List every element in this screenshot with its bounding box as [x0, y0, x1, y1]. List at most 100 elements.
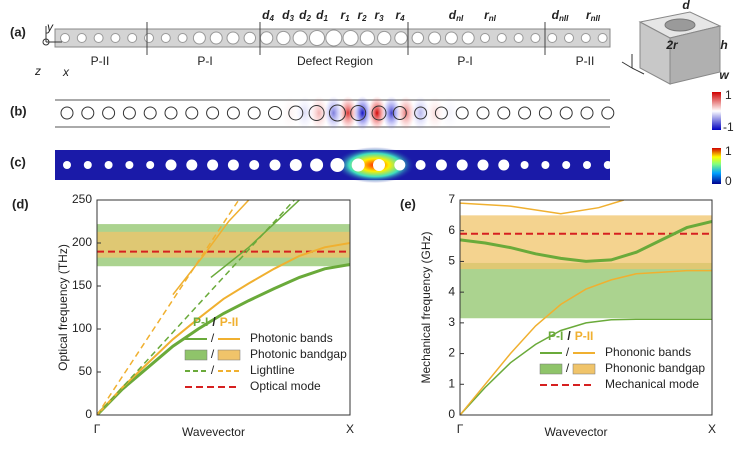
hole: [292, 30, 308, 46]
legend-label: Photonic bands: [250, 331, 333, 345]
parameter-base: d: [316, 8, 324, 22]
hole: [434, 106, 448, 120]
region-label: P-I: [457, 54, 472, 68]
hole: [288, 105, 304, 121]
cell-hole: [664, 18, 696, 32]
legend-symbol: [184, 349, 208, 361]
hole: [435, 159, 447, 171]
legend-group: P-II: [575, 329, 594, 343]
hole: [394, 159, 406, 171]
parameter-base: d: [262, 8, 270, 22]
plot-frame: [459, 199, 713, 416]
hole: [165, 159, 177, 171]
hole: [259, 31, 274, 45]
field-lobe: [353, 96, 372, 130]
y-tick-label: 150: [72, 278, 92, 292]
parameter-base: r: [374, 8, 380, 22]
band-line: [460, 269, 712, 415]
y-tick-label: 5: [448, 254, 455, 268]
colorbar-label: 1: [725, 144, 732, 158]
parameter-base: r: [340, 8, 346, 22]
bandgap: [97, 231, 350, 258]
hole: [247, 106, 261, 120]
legend-separator: /: [211, 363, 215, 377]
axis-label: y: [46, 20, 54, 34]
hole: [160, 33, 171, 43]
hole: [414, 106, 428, 120]
hole: [342, 29, 359, 47]
parameter-label: rnII: [586, 8, 601, 23]
hole: [81, 106, 95, 120]
legend-group: P-I: [548, 329, 563, 343]
hole: [110, 33, 121, 43]
panel-c: 10: [55, 144, 732, 188]
hole: [359, 30, 375, 46]
legend-separator: /: [211, 331, 215, 345]
hole: [480, 33, 490, 43]
hole: [325, 29, 343, 47]
y-tick-label: 100: [72, 321, 92, 335]
hole: [496, 33, 507, 43]
panel-label: (c): [10, 154, 26, 169]
y-tick-label: 7: [448, 192, 455, 206]
hole: [227, 159, 239, 171]
region-label: P-II: [576, 54, 595, 68]
field-lobe: [339, 96, 357, 130]
parameter-label: rnI: [484, 8, 497, 23]
colorbar: [712, 148, 721, 184]
parameter-base: r: [395, 8, 401, 22]
field-lobe: [411, 96, 430, 130]
parameter-sub: nI: [456, 14, 464, 23]
colorbar-label: 0: [725, 174, 732, 188]
band-line: [97, 200, 240, 415]
legend-label: Optical mode: [250, 379, 321, 393]
hole: [580, 33, 591, 43]
hole: [269, 159, 281, 171]
parameter-label: r4: [395, 8, 405, 23]
cell-front: [669, 25, 721, 85]
panel-label: (d): [12, 196, 29, 211]
x-tick-label: Γ: [94, 422, 101, 436]
axis: [631, 67, 645, 75]
cell-label: d: [682, 0, 690, 12]
hole: [371, 105, 387, 121]
parameter-sub: 3: [289, 14, 294, 23]
hole: [243, 31, 257, 45]
legend-group: P-I: [193, 315, 208, 329]
legend-group: /: [212, 315, 216, 329]
hole: [411, 31, 425, 45]
hole: [144, 33, 154, 43]
colorbar-label: -1: [723, 120, 734, 134]
hole: [125, 161, 134, 169]
hole: [530, 33, 541, 43]
field-lobe: [295, 96, 314, 130]
parameter-base: r: [484, 8, 490, 22]
parameter-base: d: [299, 8, 307, 22]
y-axis-label: Optical frequency (THz): [56, 244, 70, 371]
legend-separator: /: [566, 361, 570, 375]
parameter-label: r3: [374, 8, 384, 23]
colorbar: [712, 92, 721, 130]
hole: [428, 31, 442, 45]
hole: [328, 104, 346, 122]
hole: [461, 31, 475, 45]
y-axis-label: Mechanical frequency (GHz): [419, 231, 433, 383]
parameter-label: r1: [340, 8, 350, 23]
legend-label: Mechanical mode: [605, 377, 699, 391]
parameter-sub: 1: [323, 14, 328, 23]
legend-label: Lightline: [250, 363, 295, 377]
hole: [330, 158, 345, 172]
hole: [498, 159, 510, 171]
axis: [621, 61, 633, 69]
field-lobe: [368, 96, 386, 130]
hole: [76, 33, 87, 43]
band-line: [97, 263, 350, 415]
hole: [185, 106, 199, 120]
hole: [104, 161, 113, 169]
parameter-label: d2: [299, 8, 311, 23]
hole: [207, 159, 219, 171]
hole: [564, 33, 574, 43]
hole: [209, 31, 223, 45]
axes-a: [42, 26, 62, 46]
hole: [60, 106, 74, 120]
